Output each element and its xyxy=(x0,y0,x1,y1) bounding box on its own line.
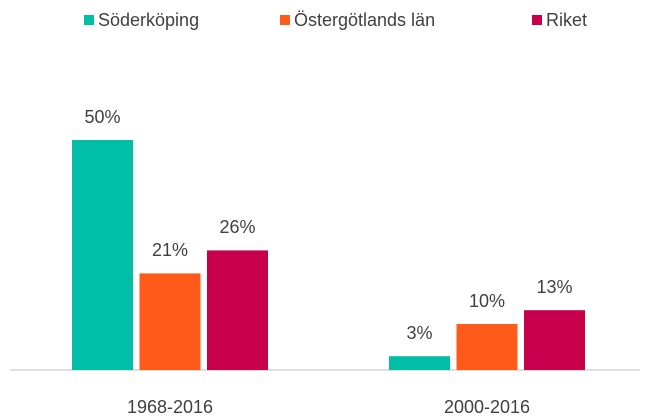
legend-swatch xyxy=(532,15,542,25)
value-label: 21% xyxy=(152,240,188,260)
bar xyxy=(389,356,450,370)
x-tick-label: 1968-2016 xyxy=(127,397,213,417)
bar xyxy=(207,250,268,370)
value-label: 10% xyxy=(469,291,505,311)
value-label: 50% xyxy=(84,107,120,127)
value-label: 26% xyxy=(219,217,255,237)
bar xyxy=(72,140,133,370)
bar xyxy=(524,310,585,370)
x-tick-label: 2000-2016 xyxy=(444,397,530,417)
value-label: 3% xyxy=(406,323,432,343)
legend-swatch xyxy=(280,15,290,25)
legend-label: Riket xyxy=(546,10,587,30)
legend-label: Östergötlands län xyxy=(294,10,435,30)
value-label: 13% xyxy=(536,277,572,297)
bar xyxy=(139,273,201,370)
legend-label: Söderköping xyxy=(98,10,199,30)
legend-swatch xyxy=(84,15,94,25)
bar xyxy=(456,324,518,370)
